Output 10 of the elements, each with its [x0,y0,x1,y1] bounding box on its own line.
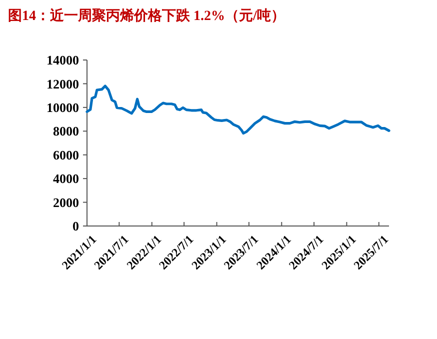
y-tick-label: 4000 [53,171,79,186]
y-tick-label: 10000 [46,100,79,115]
y-tick-label: 12000 [46,76,79,92]
y-tick-label: 2000 [53,194,79,210]
y-tick-label: 6000 [53,147,79,162]
chart-title: 图14：近一周聚丙烯价格下跌 1.2%（元/吨） [8,7,285,24]
line-series [86,84,390,135]
y-tick-label: 14000 [46,52,79,68]
y-tick-label: 8000 [53,124,79,139]
y-tick-label: 0 [72,218,79,234]
